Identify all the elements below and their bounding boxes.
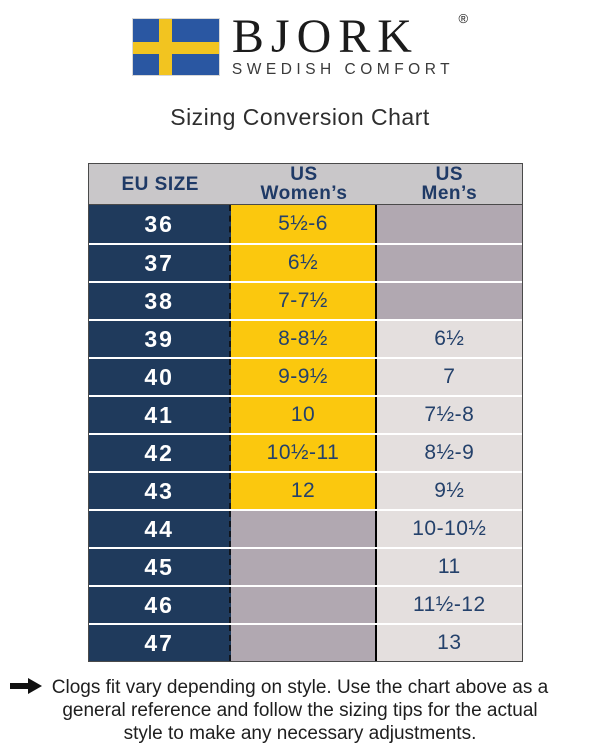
eu-size-cell: 44 (89, 511, 232, 547)
us-mens-cell: 7 (376, 359, 522, 395)
us-mens-cell: 7½-8 (376, 397, 522, 433)
footnote-line: Clogs fit vary depending on style. Use t… (51, 677, 549, 698)
eu-size-cell: 45 (89, 549, 232, 585)
sizing-conversion-table: EU SIZE US Women’s US Men’s 36 5½-6 37 6½ 38… (88, 163, 523, 662)
table-row: 37 6½ (89, 243, 522, 281)
brand-text-block: BJORK ® SWEDISH COMFORT (231, 10, 468, 79)
table-row: 38 7-7½ (89, 281, 522, 319)
us-mens-cell: 11½-12 (376, 587, 522, 623)
brand-name: BJORK (231, 10, 419, 63)
us-womens-cell: 5½-6 (231, 205, 377, 243)
table-row: 47 13 (89, 623, 522, 661)
header-us-mens: US Men’s (421, 164, 478, 204)
us-mens-cell (376, 245, 522, 281)
eu-size-cell: 47 (89, 625, 232, 661)
header-eu-size: EU SIZE (121, 173, 199, 195)
right-arrow-icon (10, 678, 42, 694)
us-womens-cell (231, 511, 377, 547)
table-row: 43 12 9½ (89, 471, 522, 509)
us-womens-cell: 10½-11 (231, 435, 377, 471)
us-womens-cell: 12 (231, 473, 377, 509)
us-mens-cell: 13 (376, 625, 522, 661)
table-body: 36 5½-6 37 6½ 38 7-7½ 39 8-8½ 6½ 40 9-9½ 7 41 10 7½-8 4… (89, 205, 522, 661)
us-mens-cell: 8½-9 (376, 435, 522, 471)
eu-size-cell: 43 (89, 473, 232, 509)
table-row: 41 10 7½-8 (89, 395, 522, 433)
us-mens-cell: 9½ (376, 473, 522, 509)
table-row: 42 10½-11 8½-9 (89, 433, 522, 471)
brand-tagline: SWEDISH COMFORT (231, 61, 455, 78)
us-mens-cell (376, 283, 522, 319)
us-womens-cell: 6½ (231, 245, 377, 281)
eu-size-cell: 37 (89, 245, 232, 281)
brand-logo: BJORK ® SWEDISH COMFORT (0, 10, 600, 80)
footnote-line: general reference and follow the sizing … (62, 700, 538, 721)
flag-cross-horizontal (132, 42, 219, 54)
table-row: 36 5½-6 (89, 205, 522, 243)
table-header-row: EU SIZE US Women’s US Men’s (89, 164, 522, 205)
eu-size-cell: 46 (89, 587, 232, 623)
us-womens-cell: 7-7½ (231, 283, 377, 319)
table-row: 39 8-8½ 6½ (89, 319, 522, 357)
table-row: 44 10-10½ (89, 509, 522, 547)
us-womens-cell: 8-8½ (231, 321, 377, 357)
eu-size-cell: 41 (89, 397, 232, 433)
us-womens-cell (231, 625, 377, 661)
eu-size-cell: 38 (89, 283, 232, 319)
header-us-womens: US Women’s (260, 164, 348, 204)
eu-size-cell: 42 (89, 435, 232, 471)
us-mens-cell: 11 (376, 549, 522, 585)
us-womens-cell: 9-9½ (231, 359, 377, 395)
us-womens-cell (231, 587, 377, 623)
us-womens-cell: 10 (231, 397, 377, 433)
eu-size-cell: 40 (89, 359, 232, 395)
table-row: 46 11½-12 (89, 585, 522, 623)
us-mens-cell: 10-10½ (376, 511, 522, 547)
footnote: Clogs fit vary depending on style. Use t… (0, 676, 600, 745)
eu-size-cell: 39 (89, 321, 232, 357)
swedish-flag-icon (131, 18, 220, 76)
registered-trademark-icon: ® (458, 11, 469, 26)
footnote-line: style to make any necessary adjustments. (123, 723, 477, 744)
table-row: 40 9-9½ 7 (89, 357, 522, 395)
table-row: 45 11 (89, 547, 522, 585)
eu-size-cell: 36 (89, 205, 232, 243)
us-mens-cell (376, 205, 522, 243)
page-title: Sizing Conversion Chart (170, 104, 430, 130)
us-womens-cell (231, 549, 377, 585)
us-mens-cell: 6½ (376, 321, 522, 357)
